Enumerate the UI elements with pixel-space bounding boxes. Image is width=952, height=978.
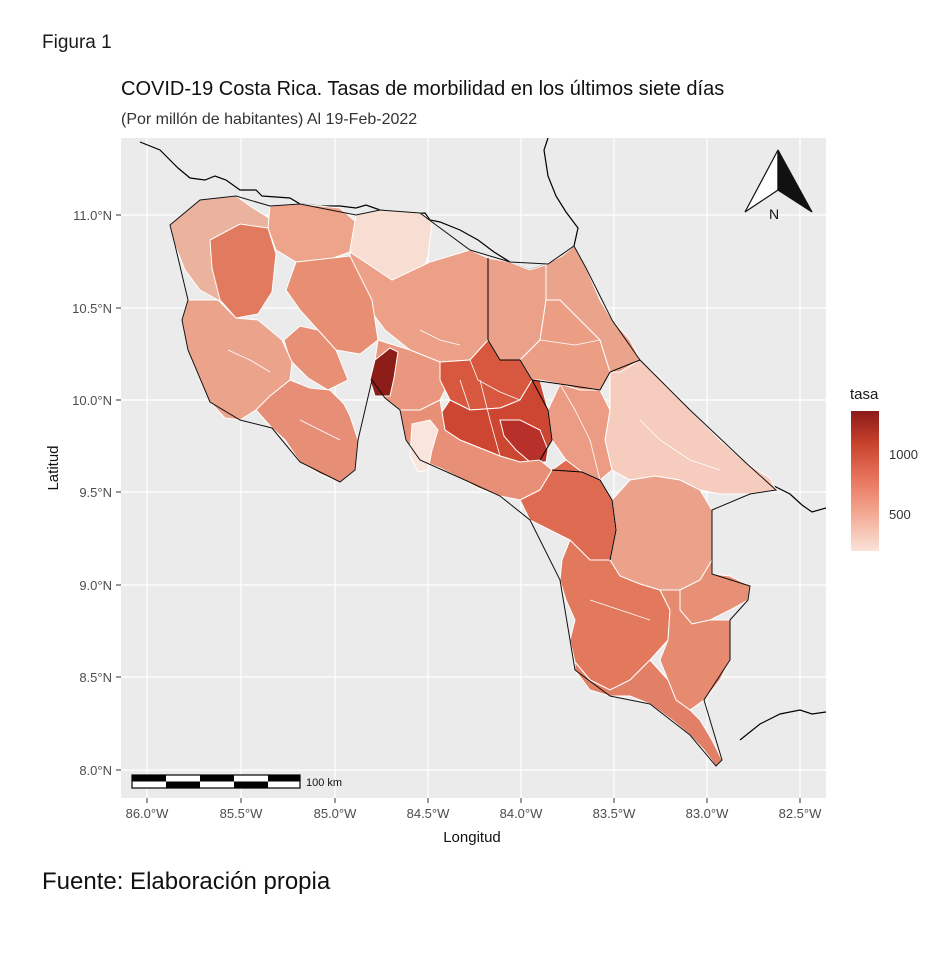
x-tick-label: 85.5°W bbox=[220, 806, 264, 821]
chart-subtitle: (Por millón de habitantes) Al 19-Feb-202… bbox=[121, 111, 418, 128]
chart-title: COVID-19 Costa Rica. Tasas de morbilidad… bbox=[121, 78, 725, 100]
region-nicoya bbox=[255, 379, 359, 483]
y-tick-label: 9.0°N bbox=[79, 578, 112, 593]
x-tick-labels: 86.0°W 85.5°W 85.0°W 84.5°W 84.0°W 83.5°… bbox=[126, 806, 823, 821]
x-tick-label: 82.5°W bbox=[779, 806, 823, 821]
region-buenos-aires bbox=[609, 475, 713, 591]
y-tick-label: 11.0°N bbox=[73, 208, 112, 223]
x-tick-label: 83.0°W bbox=[686, 806, 730, 821]
legend-color-bar bbox=[851, 411, 879, 551]
source-note: Fuente: Elaboración propia bbox=[42, 868, 331, 895]
panama-coastline-south bbox=[739, 709, 826, 741]
scale-label: 100 km bbox=[306, 777, 342, 789]
y-tick-labels: 11.0°N 10.5°N 10.0°N 9.5°N 9.0°N 8.5°N 8… bbox=[72, 208, 112, 778]
region-la-cruz bbox=[209, 223, 277, 319]
x-tick-label: 84.5°W bbox=[407, 806, 451, 821]
x-tick-label: 86.0°W bbox=[126, 806, 170, 821]
region-corredores bbox=[659, 589, 731, 711]
region-high-rate bbox=[369, 347, 399, 397]
figure-label: Figura 1 bbox=[42, 32, 112, 53]
x-tick-label: 83.5°W bbox=[593, 806, 637, 821]
region-canas bbox=[283, 325, 349, 391]
scale-bar bbox=[131, 774, 301, 789]
y-tick-label: 8.0°N bbox=[79, 763, 112, 778]
x-tick-label: 84.0°W bbox=[500, 806, 544, 821]
y-tick-marks bbox=[116, 214, 121, 771]
north-label: N bbox=[769, 206, 779, 222]
x-tick-marks bbox=[146, 798, 801, 803]
region-cartago bbox=[499, 419, 549, 463]
x-axis-title: Longitud bbox=[443, 829, 501, 846]
region-upala bbox=[267, 203, 357, 263]
legend-title: tasa bbox=[850, 386, 879, 403]
region-tilaran bbox=[285, 255, 379, 355]
y-tick-label: 9.5°N bbox=[79, 485, 112, 500]
region-limon bbox=[604, 359, 777, 495]
y-tick-label: 10.0°N bbox=[72, 393, 112, 408]
y-axis-title: Latitud bbox=[45, 445, 62, 490]
x-tick-label: 85.0°W bbox=[314, 806, 358, 821]
region-low-rate-gulf bbox=[409, 419, 439, 473]
north-arrow-icon bbox=[744, 149, 813, 213]
canton-borders bbox=[227, 329, 721, 621]
legend-label-1000: 1000 bbox=[889, 447, 918, 462]
legend-label-500: 500 bbox=[889, 507, 911, 522]
y-tick-label: 8.5°N bbox=[79, 670, 112, 685]
y-tick-label: 10.5°N bbox=[72, 301, 112, 316]
country-outline bbox=[169, 195, 778, 767]
